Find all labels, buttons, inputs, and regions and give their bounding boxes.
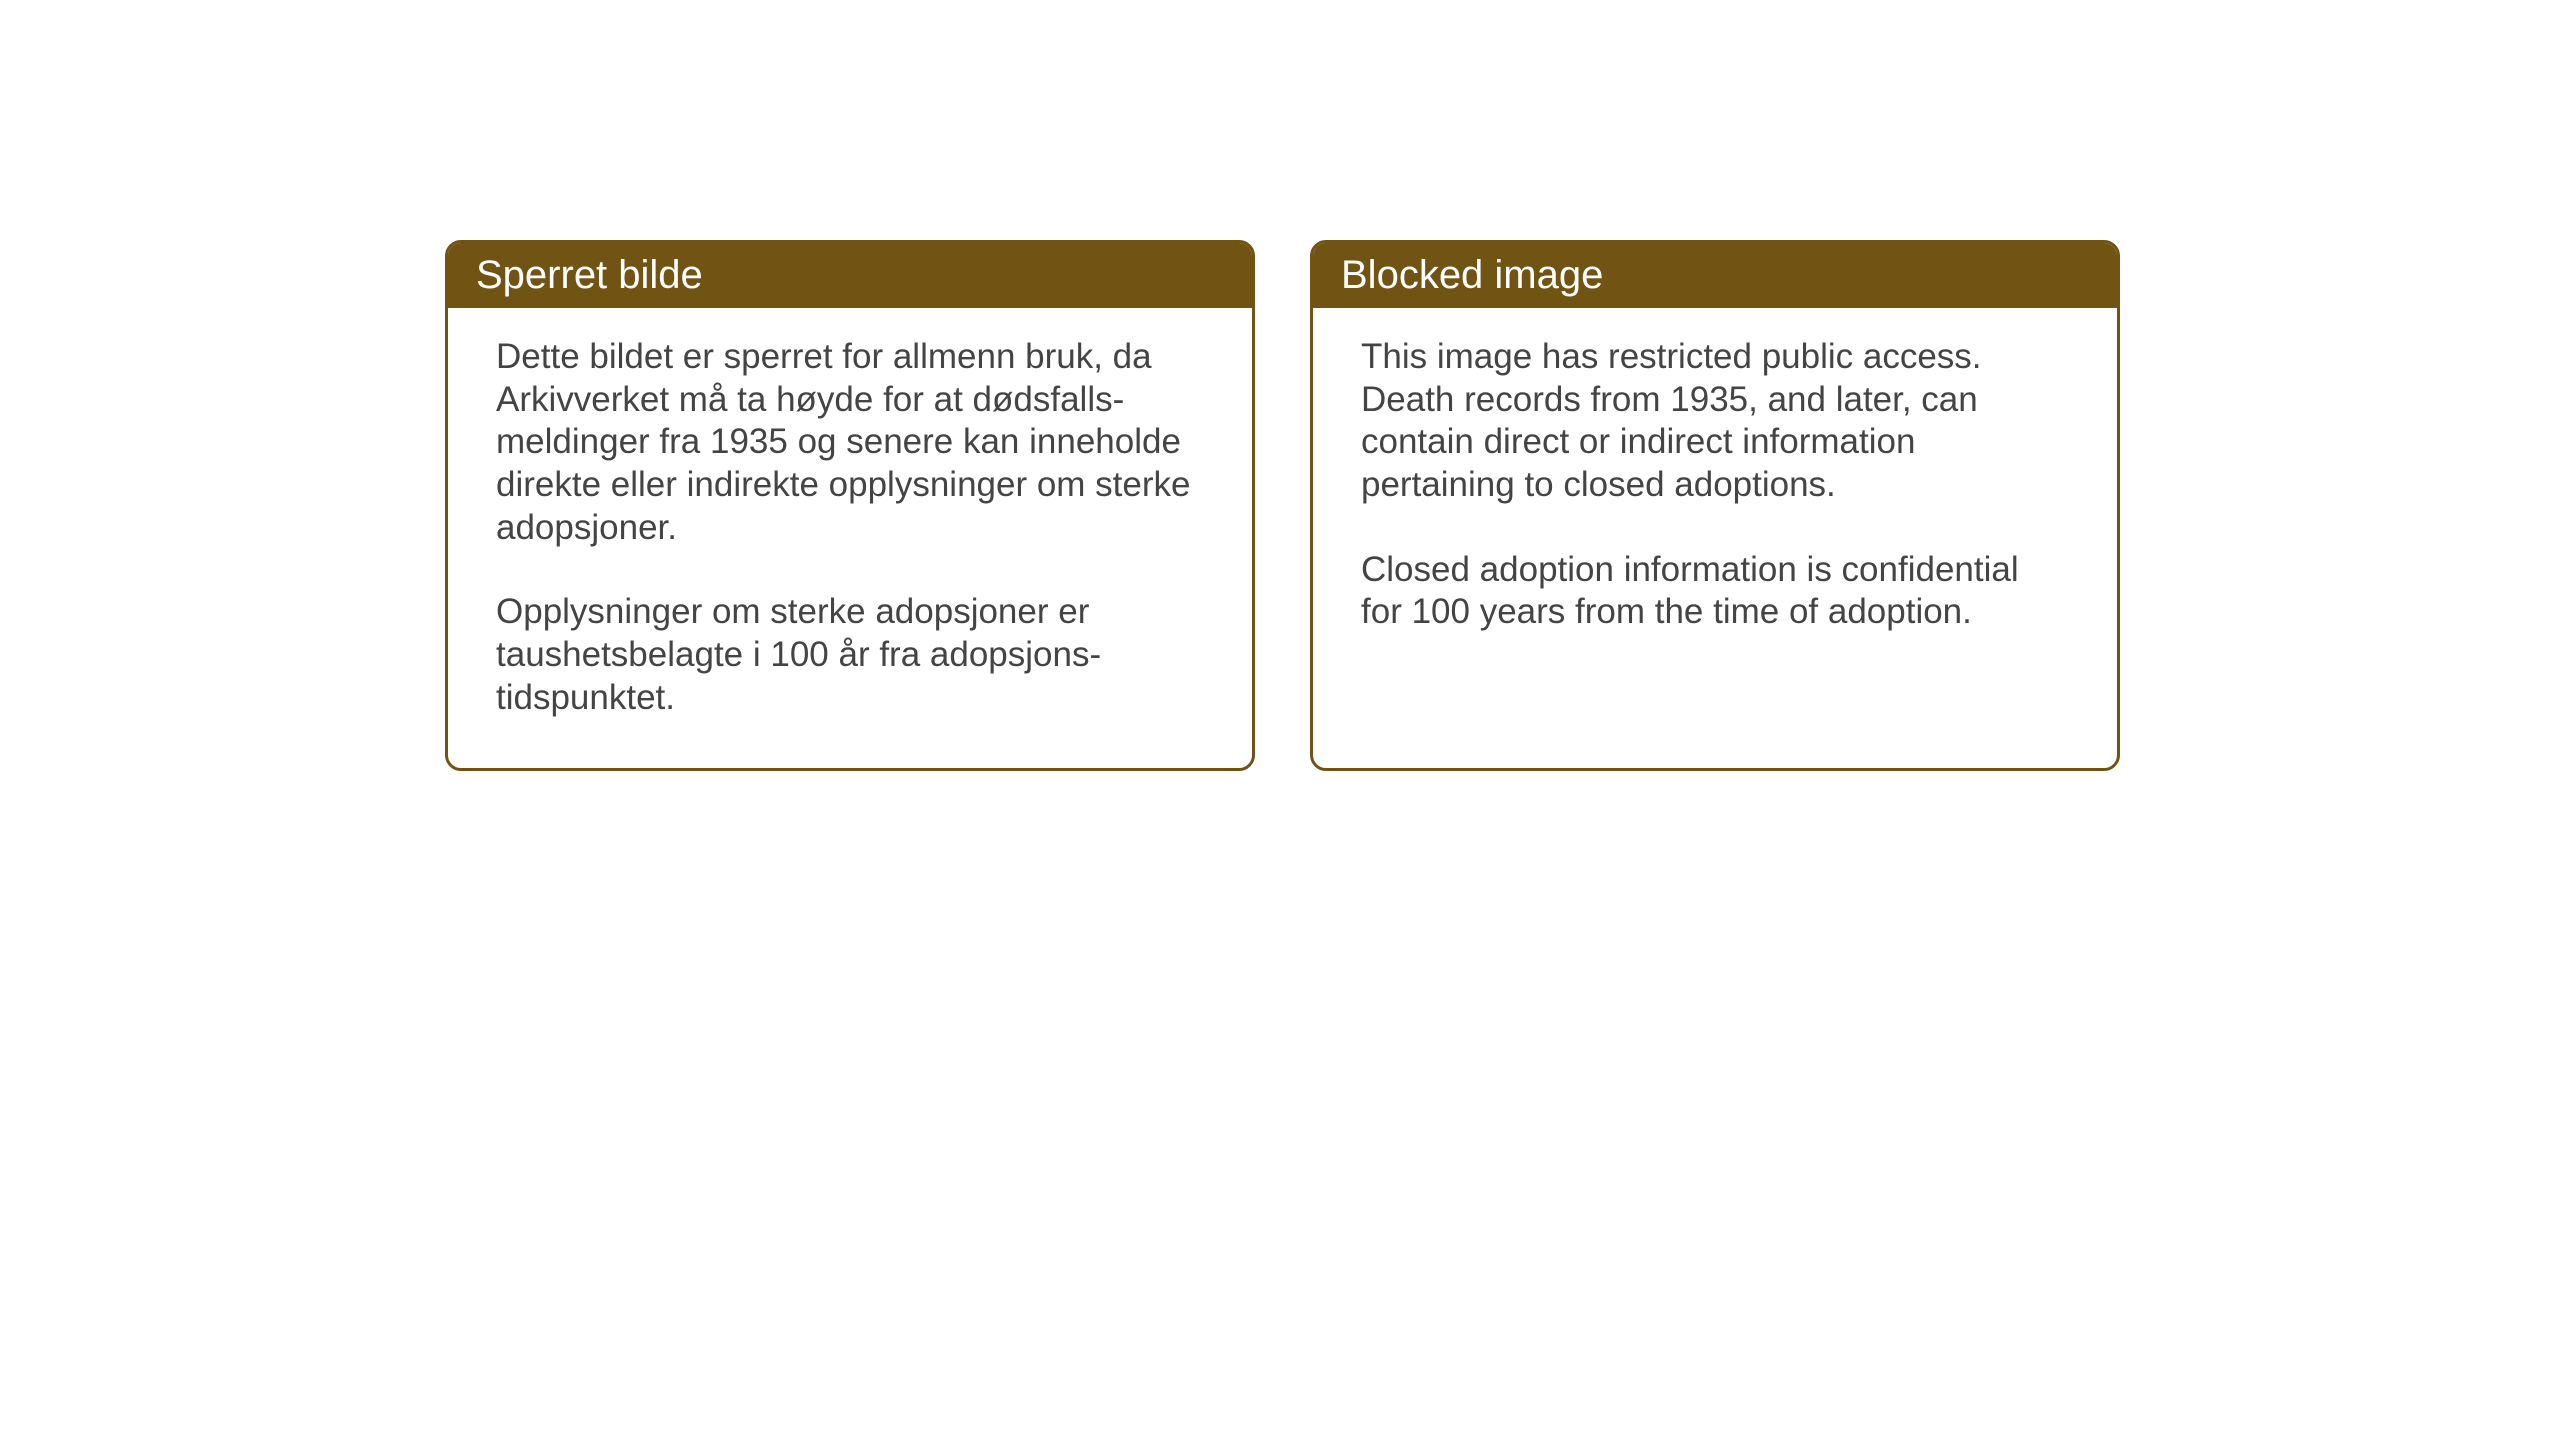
- notice-box-norwegian: Sperret bilde Dette bildet er sperret fo…: [445, 240, 1255, 771]
- notice-body-english: This image has restricted public access.…: [1313, 308, 2117, 682]
- notice-paragraph: Closed adoption information is confident…: [1361, 549, 2069, 634]
- notice-header-norwegian: Sperret bilde: [448, 243, 1252, 308]
- notice-paragraph: Dette bildet er sperret for allmenn bruk…: [496, 336, 1204, 549]
- notice-header-english: Blocked image: [1313, 243, 2117, 308]
- notice-container: Sperret bilde Dette bildet er sperret fo…: [445, 240, 2120, 771]
- notice-box-english: Blocked image This image has restricted …: [1310, 240, 2120, 771]
- notice-title: Blocked image: [1341, 253, 1603, 297]
- notice-paragraph: Opplysninger om sterke adopsjoner er tau…: [496, 591, 1204, 719]
- notice-title: Sperret bilde: [476, 253, 703, 297]
- notice-body-norwegian: Dette bildet er sperret for allmenn bruk…: [448, 308, 1252, 768]
- notice-paragraph: This image has restricted public access.…: [1361, 336, 2069, 507]
